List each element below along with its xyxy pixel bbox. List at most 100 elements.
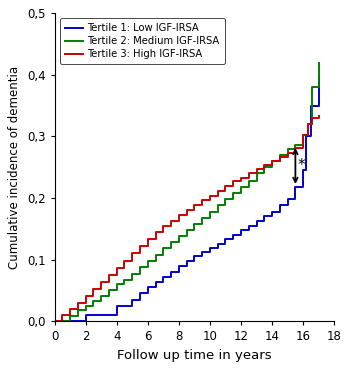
Tertile 2: Medium IGF-IRSA: (9.5, 0.168): Medium IGF-IRSA: (9.5, 0.168) xyxy=(200,215,204,220)
Tertile 3: High IGF-IRSA: (14.5, 0.267): High IGF-IRSA: (14.5, 0.267) xyxy=(278,155,282,159)
Tertile 1: Low IGF-IRSA: (3, 0.01): Low IGF-IRSA: (3, 0.01) xyxy=(99,313,103,317)
Tertile 1: Low IGF-IRSA: (5, 0.035): Low IGF-IRSA: (5, 0.035) xyxy=(130,297,134,302)
Tertile 3: High IGF-IRSA: (2.5, 0.052): High IGF-IRSA: (2.5, 0.052) xyxy=(91,287,96,291)
Tertile 1: Low IGF-IRSA: (14, 0.178): Low IGF-IRSA: (14, 0.178) xyxy=(270,209,274,214)
Tertile 2: Medium IGF-IRSA: (10.5, 0.188): Medium IGF-IRSA: (10.5, 0.188) xyxy=(216,203,220,208)
Tertile 3: High IGF-IRSA: (5, 0.11): High IGF-IRSA: (5, 0.11) xyxy=(130,251,134,256)
Tertile 2: Medium IGF-IRSA: (11.5, 0.208): Medium IGF-IRSA: (11.5, 0.208) xyxy=(231,191,235,195)
Tertile 2: Medium IGF-IRSA: (14.5, 0.27): Medium IGF-IRSA: (14.5, 0.27) xyxy=(278,153,282,157)
Tertile 2: Medium IGF-IRSA: (3, 0.04): Medium IGF-IRSA: (3, 0.04) xyxy=(99,294,103,299)
Tertile 3: High IGF-IRSA: (1, 0.02): High IGF-IRSA: (1, 0.02) xyxy=(68,307,72,311)
Line: Tertile 3: High IGF-IRSA: Tertile 3: High IGF-IRSA xyxy=(55,116,319,321)
Line: Tertile 2: Medium IGF-IRSA: Tertile 2: Medium IGF-IRSA xyxy=(55,63,319,321)
Tertile 2: Medium IGF-IRSA: (16.6, 0.38): Medium IGF-IRSA: (16.6, 0.38) xyxy=(310,85,315,90)
Tertile 2: Medium IGF-IRSA: (5.5, 0.088): Medium IGF-IRSA: (5.5, 0.088) xyxy=(138,265,142,269)
Tertile 2: Medium IGF-IRSA: (17, 0.42): Medium IGF-IRSA: (17, 0.42) xyxy=(317,60,321,65)
Tertile 1: Low IGF-IRSA: (9, 0.105): Low IGF-IRSA: (9, 0.105) xyxy=(192,254,196,259)
Tertile 1: Low IGF-IRSA: (6.5, 0.063): Low IGF-IRSA: (6.5, 0.063) xyxy=(153,280,158,285)
Tertile 2: Medium IGF-IRSA: (3.5, 0.05): Medium IGF-IRSA: (3.5, 0.05) xyxy=(107,288,111,293)
Tertile 2: Medium IGF-IRSA: (12, 0.218): Medium IGF-IRSA: (12, 0.218) xyxy=(239,185,243,189)
Tertile 3: High IGF-IRSA: (9, 0.188): High IGF-IRSA: (9, 0.188) xyxy=(192,203,196,208)
Tertile 3: High IGF-IRSA: (16.6, 0.33): High IGF-IRSA: (16.6, 0.33) xyxy=(310,116,315,120)
Y-axis label: Cumulative incidence of dementia: Cumulative incidence of dementia xyxy=(8,65,21,269)
Tertile 3: High IGF-IRSA: (0, 0): High IGF-IRSA: (0, 0) xyxy=(52,319,57,323)
Tertile 2: Medium IGF-IRSA: (15.5, 0.286): Medium IGF-IRSA: (15.5, 0.286) xyxy=(293,143,298,147)
Tertile 3: High IGF-IRSA: (3.5, 0.075): High IGF-IRSA: (3.5, 0.075) xyxy=(107,273,111,277)
Tertile 3: High IGF-IRSA: (0.5, 0.01): High IGF-IRSA: (0.5, 0.01) xyxy=(60,313,64,317)
Tertile 2: Medium IGF-IRSA: (1.5, 0.018): Medium IGF-IRSA: (1.5, 0.018) xyxy=(76,308,80,312)
Tertile 1: Low IGF-IRSA: (14.5, 0.188): Low IGF-IRSA: (14.5, 0.188) xyxy=(278,203,282,208)
Tertile 3: High IGF-IRSA: (9.5, 0.196): High IGF-IRSA: (9.5, 0.196) xyxy=(200,198,204,203)
Tertile 3: High IGF-IRSA: (7, 0.155): High IGF-IRSA: (7, 0.155) xyxy=(161,223,166,228)
Tertile 3: High IGF-IRSA: (16, 0.302): High IGF-IRSA: (16, 0.302) xyxy=(301,133,305,137)
Tertile 1: Low IGF-IRSA: (16.5, 0.35): Low IGF-IRSA: (16.5, 0.35) xyxy=(309,104,313,108)
Tertile 3: High IGF-IRSA: (10.5, 0.212): High IGF-IRSA: (10.5, 0.212) xyxy=(216,188,220,193)
Tertile 2: Medium IGF-IRSA: (7, 0.118): Medium IGF-IRSA: (7, 0.118) xyxy=(161,246,166,250)
X-axis label: Follow up time in years: Follow up time in years xyxy=(117,349,272,361)
Tertile 2: Medium IGF-IRSA: (6.5, 0.108): Medium IGF-IRSA: (6.5, 0.108) xyxy=(153,252,158,257)
Tertile 3: High IGF-IRSA: (3, 0.063): High IGF-IRSA: (3, 0.063) xyxy=(99,280,103,285)
Tertile 2: Medium IGF-IRSA: (4.5, 0.067): Medium IGF-IRSA: (4.5, 0.067) xyxy=(122,278,127,282)
Tertile 2: Medium IGF-IRSA: (14, 0.26): Medium IGF-IRSA: (14, 0.26) xyxy=(270,159,274,163)
Legend: Tertile 1: Low IGF-IRSA, Tertile 2: Medium IGF-IRSA, Tertile 3: High IGF-IRSA: Tertile 1: Low IGF-IRSA, Tertile 2: Medi… xyxy=(60,18,225,64)
Tertile 2: Medium IGF-IRSA: (9, 0.158): Medium IGF-IRSA: (9, 0.158) xyxy=(192,222,196,226)
Tertile 1: Low IGF-IRSA: (17, 0.395): Low IGF-IRSA: (17, 0.395) xyxy=(317,76,321,80)
Tertile 1: Low IGF-IRSA: (6, 0.055): Low IGF-IRSA: (6, 0.055) xyxy=(146,285,150,289)
Tertile 1: Low IGF-IRSA: (9.5, 0.112): Low IGF-IRSA: (9.5, 0.112) xyxy=(200,250,204,254)
Line: Tertile 1: Low IGF-IRSA: Tertile 1: Low IGF-IRSA xyxy=(55,78,319,321)
Tertile 1: Low IGF-IRSA: (16.2, 0.3): Low IGF-IRSA: (16.2, 0.3) xyxy=(304,134,308,139)
Tertile 1: Low IGF-IRSA: (2, 0.01): Low IGF-IRSA: (2, 0.01) xyxy=(84,313,88,317)
Tertile 3: High IGF-IRSA: (12.5, 0.24): High IGF-IRSA: (12.5, 0.24) xyxy=(247,171,251,176)
Tertile 3: High IGF-IRSA: (11.5, 0.227): High IGF-IRSA: (11.5, 0.227) xyxy=(231,179,235,184)
Tertile 2: Medium IGF-IRSA: (13, 0.24): Medium IGF-IRSA: (13, 0.24) xyxy=(254,171,259,176)
Tertile 1: Low IGF-IRSA: (11, 0.133): Low IGF-IRSA: (11, 0.133) xyxy=(223,237,228,242)
Tertile 2: Medium IGF-IRSA: (7.5, 0.128): Medium IGF-IRSA: (7.5, 0.128) xyxy=(169,240,173,245)
Tertile 3: High IGF-IRSA: (6.5, 0.145): High IGF-IRSA: (6.5, 0.145) xyxy=(153,230,158,234)
Tertile 2: Medium IGF-IRSA: (12.5, 0.228): Medium IGF-IRSA: (12.5, 0.228) xyxy=(247,179,251,183)
Tertile 2: Medium IGF-IRSA: (13.5, 0.25): Medium IGF-IRSA: (13.5, 0.25) xyxy=(262,165,266,169)
Tertile 3: High IGF-IRSA: (4, 0.087): High IGF-IRSA: (4, 0.087) xyxy=(114,265,119,270)
Tertile 3: High IGF-IRSA: (2, 0.04): High IGF-IRSA: (2, 0.04) xyxy=(84,294,88,299)
Tertile 3: High IGF-IRSA: (10, 0.204): High IGF-IRSA: (10, 0.204) xyxy=(208,193,212,198)
Tertile 1: Low IGF-IRSA: (16, 0.245): Low IGF-IRSA: (16, 0.245) xyxy=(301,168,305,172)
Tertile 3: High IGF-IRSA: (4.5, 0.098): High IGF-IRSA: (4.5, 0.098) xyxy=(122,259,127,263)
Tertile 1: Low IGF-IRSA: (15.5, 0.218): Low IGF-IRSA: (15.5, 0.218) xyxy=(293,185,298,189)
Tertile 1: Low IGF-IRSA: (1.5, 0): Low IGF-IRSA: (1.5, 0) xyxy=(76,319,80,323)
Tertile 3: High IGF-IRSA: (1.5, 0.03): High IGF-IRSA: (1.5, 0.03) xyxy=(76,300,80,305)
Tertile 2: Medium IGF-IRSA: (16.3, 0.32): Medium IGF-IRSA: (16.3, 0.32) xyxy=(306,122,310,126)
Text: *: * xyxy=(298,158,305,174)
Tertile 3: High IGF-IRSA: (14, 0.26): High IGF-IRSA: (14, 0.26) xyxy=(270,159,274,163)
Tertile 1: Low IGF-IRSA: (7, 0.072): Low IGF-IRSA: (7, 0.072) xyxy=(161,275,166,279)
Tertile 2: Medium IGF-IRSA: (0.5, 0): Medium IGF-IRSA: (0.5, 0) xyxy=(60,319,64,323)
Tertile 2: Medium IGF-IRSA: (4, 0.06): Medium IGF-IRSA: (4, 0.06) xyxy=(114,282,119,286)
Tertile 1: Low IGF-IRSA: (8.5, 0.098): Low IGF-IRSA: (8.5, 0.098) xyxy=(184,259,189,263)
Tertile 1: Low IGF-IRSA: (4.5, 0.025): Low IGF-IRSA: (4.5, 0.025) xyxy=(122,303,127,308)
Tertile 1: Low IGF-IRSA: (12.5, 0.155): Low IGF-IRSA: (12.5, 0.155) xyxy=(247,223,251,228)
Tertile 1: Low IGF-IRSA: (4, 0.025): Low IGF-IRSA: (4, 0.025) xyxy=(114,303,119,308)
Tertile 2: Medium IGF-IRSA: (15, 0.28): Medium IGF-IRSA: (15, 0.28) xyxy=(286,147,290,151)
Tertile 3: High IGF-IRSA: (8, 0.172): High IGF-IRSA: (8, 0.172) xyxy=(177,213,181,218)
Tertile 2: Medium IGF-IRSA: (11, 0.198): Medium IGF-IRSA: (11, 0.198) xyxy=(223,197,228,201)
Tertile 3: High IGF-IRSA: (13.5, 0.253): High IGF-IRSA: (13.5, 0.253) xyxy=(262,163,266,168)
Tertile 3: High IGF-IRSA: (13, 0.247): High IGF-IRSA: (13, 0.247) xyxy=(254,167,259,171)
Tertile 2: Medium IGF-IRSA: (5, 0.077): Medium IGF-IRSA: (5, 0.077) xyxy=(130,272,134,276)
Tertile 1: Low IGF-IRSA: (13, 0.163): Low IGF-IRSA: (13, 0.163) xyxy=(254,219,259,223)
Tertile 1: Low IGF-IRSA: (11.5, 0.14): Low IGF-IRSA: (11.5, 0.14) xyxy=(231,233,235,237)
Tertile 2: Medium IGF-IRSA: (6, 0.098): Medium IGF-IRSA: (6, 0.098) xyxy=(146,259,150,263)
Tertile 1: Low IGF-IRSA: (5.5, 0.045): Low IGF-IRSA: (5.5, 0.045) xyxy=(138,291,142,296)
Tertile 3: High IGF-IRSA: (15.5, 0.282): High IGF-IRSA: (15.5, 0.282) xyxy=(293,145,298,150)
Tertile 3: High IGF-IRSA: (6, 0.133): High IGF-IRSA: (6, 0.133) xyxy=(146,237,150,242)
Tertile 1: Low IGF-IRSA: (12, 0.148): Low IGF-IRSA: (12, 0.148) xyxy=(239,228,243,232)
Tertile 1: Low IGF-IRSA: (0, 0): Low IGF-IRSA: (0, 0) xyxy=(52,319,57,323)
Tertile 1: Low IGF-IRSA: (10.5, 0.126): Low IGF-IRSA: (10.5, 0.126) xyxy=(216,241,220,246)
Tertile 2: Medium IGF-IRSA: (0, 0): Medium IGF-IRSA: (0, 0) xyxy=(52,319,57,323)
Tertile 3: High IGF-IRSA: (5.5, 0.122): High IGF-IRSA: (5.5, 0.122) xyxy=(138,244,142,248)
Tertile 3: High IGF-IRSA: (11, 0.22): High IGF-IRSA: (11, 0.22) xyxy=(223,184,228,188)
Tertile 1: Low IGF-IRSA: (8, 0.09): Low IGF-IRSA: (8, 0.09) xyxy=(177,263,181,268)
Tertile 1: Low IGF-IRSA: (13.5, 0.17): Low IGF-IRSA: (13.5, 0.17) xyxy=(262,214,266,219)
Tertile 1: Low IGF-IRSA: (2.5, 0.01): Low IGF-IRSA: (2.5, 0.01) xyxy=(91,313,96,317)
Tertile 2: Medium IGF-IRSA: (16, 0.302): Medium IGF-IRSA: (16, 0.302) xyxy=(301,133,305,137)
Tertile 3: High IGF-IRSA: (16.3, 0.32): High IGF-IRSA: (16.3, 0.32) xyxy=(306,122,310,126)
Tertile 3: High IGF-IRSA: (17, 0.333): High IGF-IRSA: (17, 0.333) xyxy=(317,114,321,118)
Tertile 2: Medium IGF-IRSA: (1, 0.008): Medium IGF-IRSA: (1, 0.008) xyxy=(68,314,72,318)
